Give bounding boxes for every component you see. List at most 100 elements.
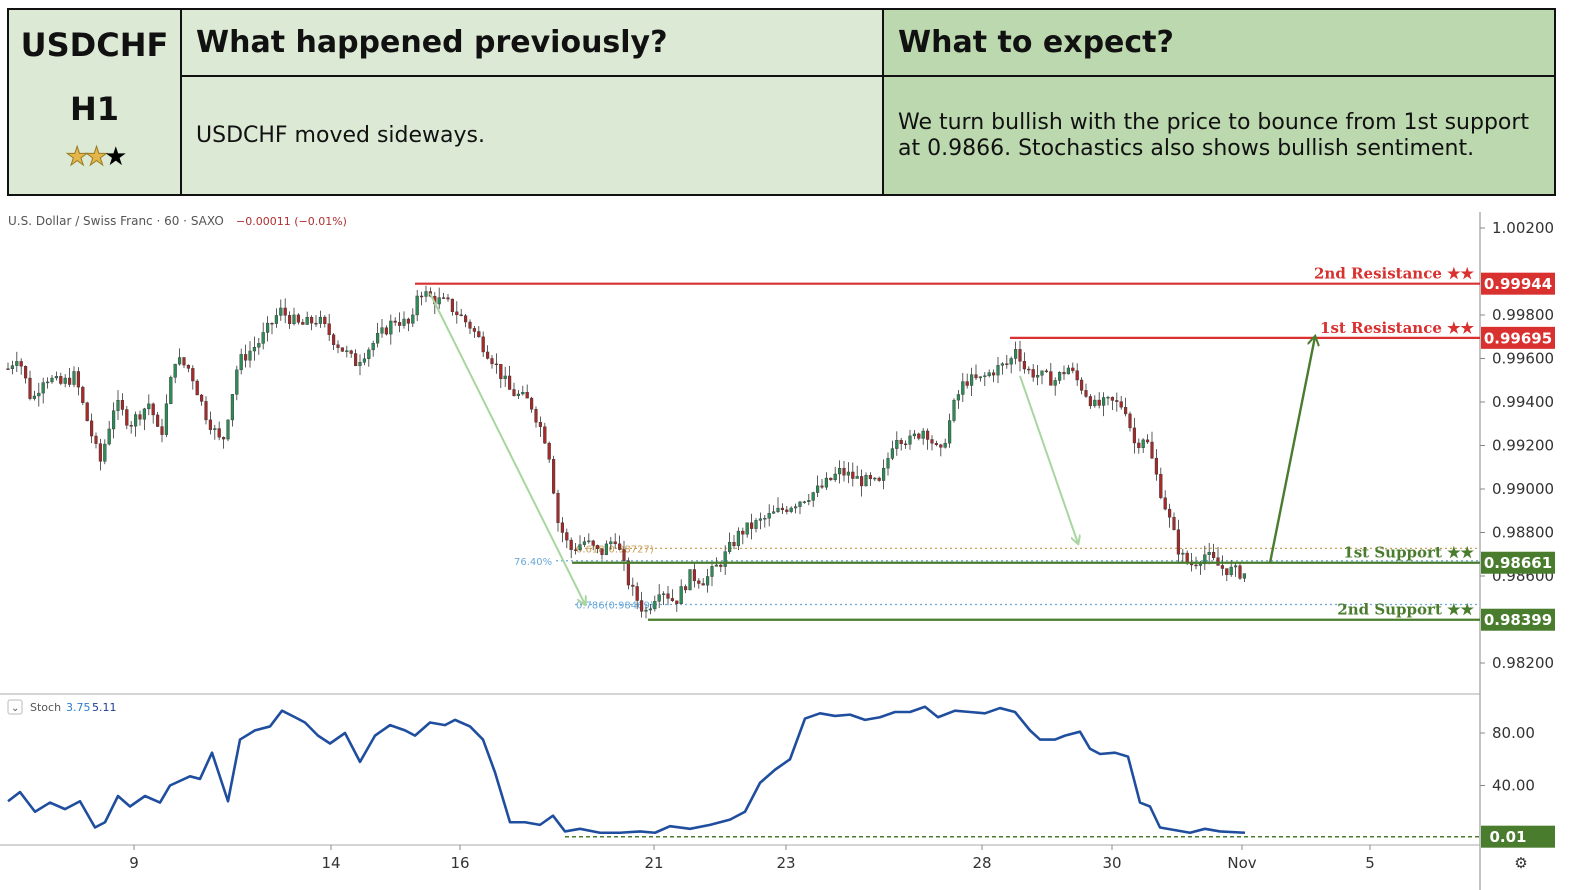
previous-text: USDCHF moved sideways.	[196, 122, 485, 148]
star-empty-icon: ★	[104, 142, 127, 172]
candle-body	[772, 511, 776, 514]
candle-body	[415, 295, 419, 316]
candle-body	[94, 435, 98, 444]
candle-body	[46, 381, 50, 384]
price-chart[interactable]: U.S. Dollar / Swiss Franc · 60 · SAXO −0…	[0, 200, 1582, 890]
candle-body	[657, 594, 661, 602]
candle-body	[305, 317, 309, 325]
candle-body	[406, 318, 410, 324]
candle-body	[213, 428, 217, 430]
candle-body	[961, 381, 965, 395]
candle-body	[820, 485, 824, 488]
candle-body	[609, 541, 613, 545]
candle-body	[736, 530, 740, 547]
candle-body	[477, 331, 481, 338]
candle-body	[956, 394, 960, 401]
candle-body	[1172, 517, 1176, 530]
candle-body	[50, 377, 54, 383]
expect-title: What to expect?	[898, 25, 1174, 60]
candle-body	[151, 403, 155, 416]
candle-body	[1071, 367, 1075, 371]
candle-body	[314, 322, 318, 325]
header-table: USDCHF H1 ★★★ What happened previously? …	[7, 8, 1556, 196]
candle-body	[1242, 573, 1246, 579]
candle-body	[63, 377, 67, 384]
candle-body	[37, 392, 41, 397]
candle-body	[618, 543, 622, 550]
candle-body	[81, 386, 85, 403]
timeframe-label: H1	[69, 90, 120, 128]
candle-body	[169, 377, 173, 404]
candle-body	[943, 442, 947, 448]
candle-body	[552, 459, 556, 494]
fib-label: 0.618(0.98727)	[576, 544, 654, 555]
candle-body	[1040, 370, 1044, 376]
candle-body	[138, 414, 142, 420]
candle-body	[1031, 369, 1035, 378]
candle-body	[380, 327, 384, 334]
candle-body	[631, 584, 635, 587]
level-badge	[1481, 326, 1555, 349]
candle-body	[1159, 474, 1163, 498]
candle-body	[516, 393, 520, 396]
price-tick-label: 0.99200	[1492, 437, 1554, 455]
candle-body	[226, 419, 230, 440]
candle-body	[939, 444, 943, 448]
candle-body	[1066, 367, 1070, 375]
stoch-k-value: 3.75	[66, 701, 91, 714]
candle-body	[877, 477, 881, 481]
candle-body	[120, 400, 124, 410]
candle-body	[54, 376, 58, 379]
stoch-tick-label: 80.00	[1492, 724, 1535, 742]
candle-body	[1101, 397, 1106, 406]
candle-body	[437, 297, 441, 305]
candle-body	[644, 609, 648, 612]
candle-body	[283, 307, 287, 316]
candle-body	[252, 346, 256, 352]
collapse-toggle[interactable]	[7, 699, 23, 715]
candle-body	[780, 507, 784, 511]
candle-body	[1018, 349, 1022, 362]
candle-body	[996, 365, 1000, 376]
candle-body	[1088, 396, 1092, 407]
stoch-badge-value: 0.01	[1489, 828, 1526, 846]
candle-body	[186, 364, 190, 369]
candle-body	[1211, 552, 1216, 558]
candle-body	[459, 314, 463, 317]
candle-body	[521, 392, 525, 395]
candle-body	[582, 541, 586, 545]
candle-body	[490, 358, 494, 365]
candle-body	[195, 380, 199, 396]
candles	[6, 285, 1246, 619]
time-tick-label: 30	[1102, 854, 1121, 872]
candle-body	[640, 600, 644, 612]
time-tick-label: 28	[972, 854, 991, 872]
candle-body	[129, 425, 133, 427]
candle-body	[142, 408, 146, 420]
time-tick-label: 16	[450, 854, 469, 872]
candle-body	[794, 506, 798, 509]
candle-body	[481, 336, 485, 353]
candle-body	[890, 448, 894, 459]
candle-body	[1079, 379, 1084, 391]
instrument-label: U.S. Dollar / Swiss Franc · 60 · SAXO	[8, 214, 224, 228]
candle-body	[367, 349, 371, 359]
candle-body	[846, 471, 850, 476]
candle-body	[710, 566, 714, 577]
candle-body	[450, 298, 454, 313]
candle-body	[125, 409, 129, 426]
stoch-tick-label: 40.00	[1492, 777, 1535, 795]
candle-body	[296, 314, 300, 323]
candle-body	[15, 361, 19, 366]
candle-body	[992, 372, 996, 376]
star-filled-icon: ★	[65, 142, 89, 172]
candle-body	[354, 353, 358, 367]
candle-body	[798, 501, 802, 507]
gear-icon[interactable]: ⚙	[1514, 854, 1527, 872]
candle-body	[600, 548, 604, 555]
candle-body	[243, 354, 248, 361]
candle-body	[279, 307, 283, 316]
candle-body	[635, 586, 639, 601]
candle-body	[873, 477, 877, 480]
stochastic-pane: 80.00 40.00 0.01	[7, 705, 1555, 848]
